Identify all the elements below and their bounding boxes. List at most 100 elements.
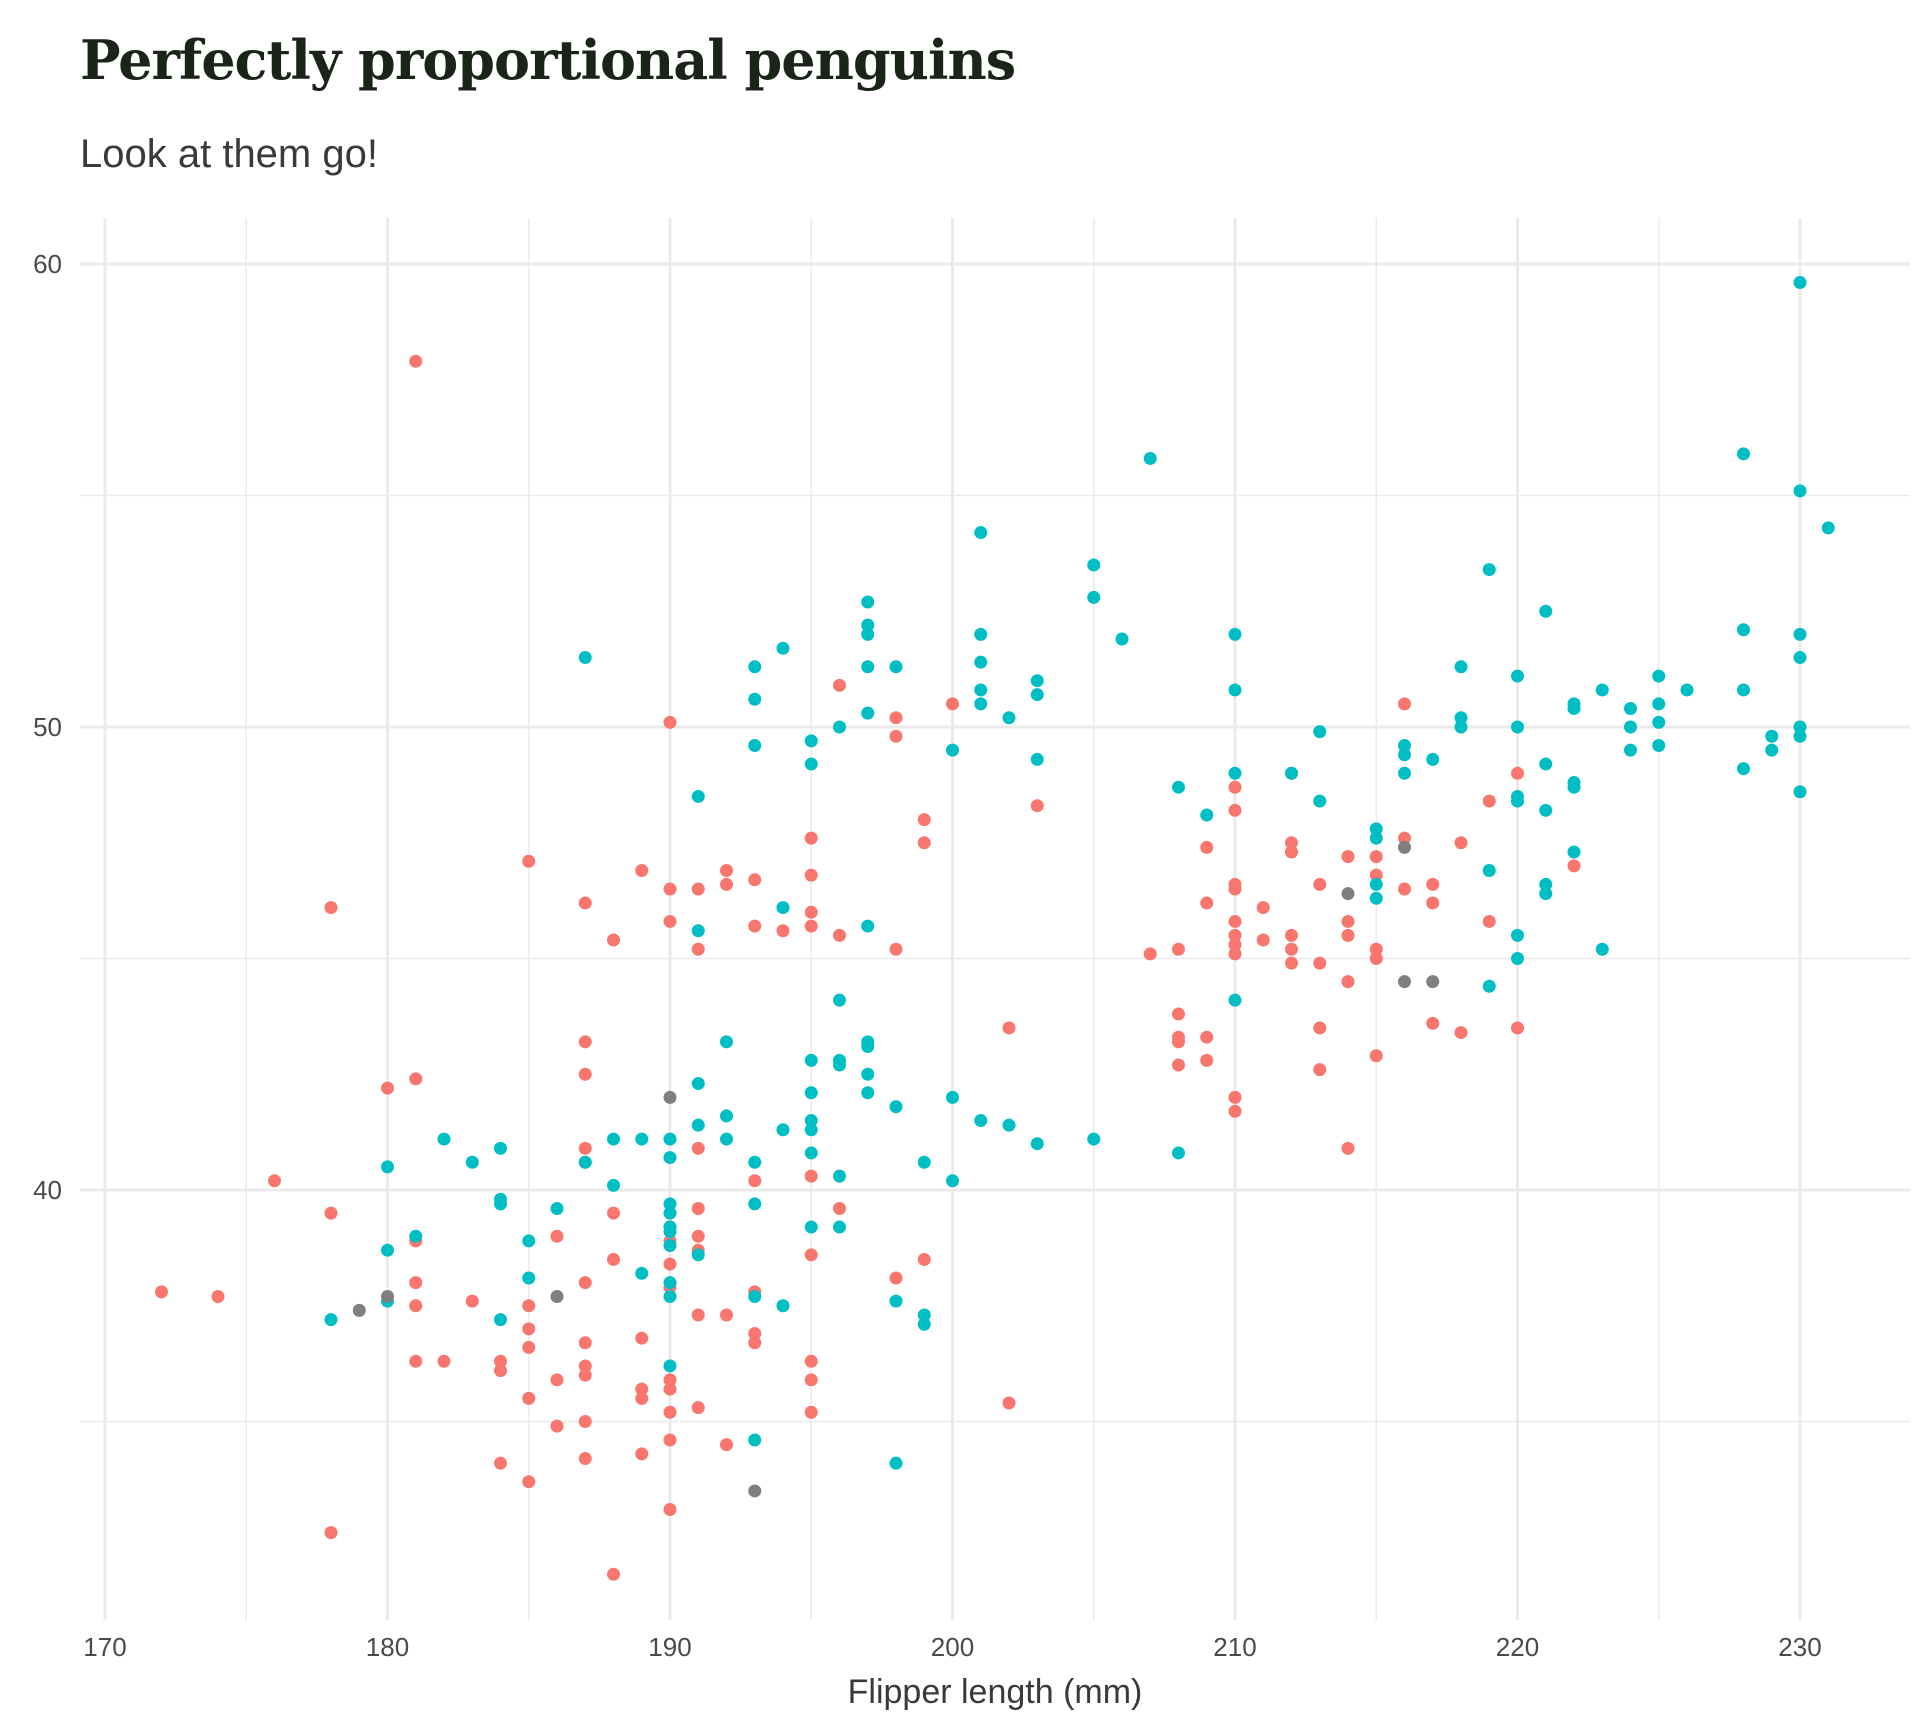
- data-point: [409, 354, 423, 368]
- data-point: [409, 1299, 423, 1313]
- data-point: [691, 882, 705, 896]
- data-point: [550, 1289, 564, 1303]
- data-point: [1454, 836, 1468, 850]
- data-point: [917, 1252, 931, 1266]
- data-point: [748, 1433, 762, 1447]
- data-point: [917, 813, 931, 827]
- data-point: [833, 1202, 846, 1216]
- data-point: [522, 1340, 536, 1354]
- data-point: [1002, 1021, 1016, 1035]
- data-point: [663, 1405, 677, 1419]
- data-point: [1793, 484, 1807, 498]
- data-point: [776, 1299, 790, 1313]
- data-point: [381, 1160, 394, 1174]
- data-point: [974, 697, 988, 711]
- x-tick-label: 210: [1213, 1632, 1256, 1662]
- data-point: [1652, 715, 1666, 729]
- x-tick-label: 180: [366, 1632, 409, 1662]
- data-point: [1737, 762, 1750, 776]
- data-point: [804, 1354, 818, 1368]
- data-point: [550, 1202, 564, 1216]
- data-point: [1115, 632, 1129, 646]
- data-point: [1228, 766, 1242, 780]
- data-point: [1002, 1118, 1016, 1132]
- data-point: [1228, 803, 1242, 817]
- x-tick-label: 200: [931, 1632, 974, 1662]
- data-point: [635, 1391, 649, 1405]
- data-point: [1567, 780, 1581, 794]
- data-point: [663, 1359, 677, 1373]
- data-point: [1256, 901, 1270, 915]
- data-point: [663, 1151, 677, 1165]
- data-point: [1087, 1132, 1101, 1146]
- data-point: [578, 1276, 592, 1290]
- data-point: [720, 1132, 733, 1146]
- data-point: [1341, 887, 1355, 901]
- data-point: [1793, 729, 1807, 743]
- data-point: [748, 1484, 762, 1498]
- data-point: [1482, 979, 1496, 993]
- data-point: [1172, 1058, 1185, 1072]
- data-point: [522, 854, 536, 868]
- data-point: [1567, 701, 1581, 715]
- data-point: [1228, 1104, 1242, 1118]
- data-point: [1369, 831, 1383, 845]
- data-point: [1595, 683, 1609, 697]
- data-point: [1313, 1063, 1327, 1077]
- x-tick-label: 190: [648, 1632, 691, 1662]
- data-point: [465, 1155, 479, 1169]
- x-axis-ticks: 170 180 190 200 210 220 230: [83, 1632, 1821, 1662]
- data-point: [381, 1289, 394, 1303]
- data-point: [550, 1229, 564, 1243]
- data-point: [889, 711, 903, 725]
- data-point: [663, 715, 677, 729]
- data-point: [861, 618, 875, 632]
- data-point: [324, 1313, 338, 1327]
- data-point: [691, 924, 705, 938]
- data-point: [663, 1433, 677, 1447]
- data-point: [381, 1081, 394, 1095]
- data-point: [465, 1294, 479, 1308]
- data-point: [1511, 766, 1524, 780]
- data-point: [1793, 785, 1807, 799]
- data-point: [550, 1373, 564, 1387]
- data-point: [1398, 882, 1411, 896]
- data-point: [268, 1174, 281, 1188]
- chart-subtitle: Look at them go!: [80, 132, 378, 176]
- data-point: [861, 627, 875, 641]
- data-point: [946, 743, 959, 757]
- data-point: [776, 1123, 790, 1137]
- data-point: [607, 1252, 620, 1266]
- data-point: [720, 864, 733, 878]
- data-point: [748, 873, 762, 887]
- data-point: [720, 1109, 733, 1123]
- data-point: [833, 1169, 846, 1183]
- data-point: [1313, 877, 1327, 891]
- data-point: [1030, 799, 1044, 813]
- data-point: [663, 914, 677, 928]
- data-point: [1595, 942, 1609, 956]
- data-point: [1765, 729, 1779, 743]
- data-point: [1398, 748, 1411, 762]
- data-point: [748, 660, 762, 674]
- data-point: [1228, 947, 1242, 961]
- data-point: [663, 1289, 677, 1303]
- data-point: [663, 1206, 677, 1220]
- data-point: [1426, 877, 1440, 891]
- data-point: [1172, 1007, 1185, 1021]
- data-point: [635, 1447, 649, 1461]
- data-point: [663, 1090, 677, 1104]
- data-point: [833, 678, 846, 692]
- data-point: [1624, 720, 1637, 734]
- data-point: [691, 942, 705, 956]
- data-point: [1680, 683, 1694, 697]
- data-point: [1172, 1146, 1185, 1160]
- data-point: [494, 1354, 507, 1368]
- data-point: [691, 1248, 705, 1262]
- x-tick-label: 170: [83, 1632, 126, 1662]
- data-point: [776, 901, 790, 915]
- data-point: [494, 1141, 507, 1155]
- data-point: [691, 1077, 705, 1091]
- data-point: [1398, 766, 1411, 780]
- data-point: [1341, 1141, 1355, 1155]
